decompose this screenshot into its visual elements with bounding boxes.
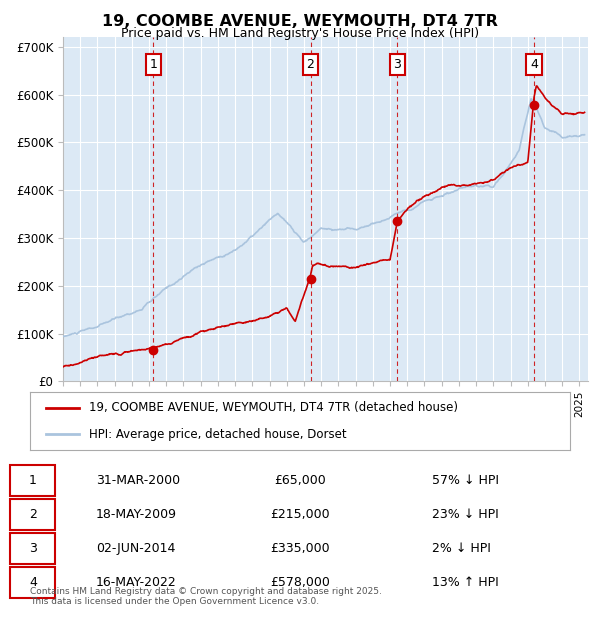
FancyBboxPatch shape bbox=[10, 533, 55, 564]
Text: 4: 4 bbox=[530, 58, 538, 71]
Text: £65,000: £65,000 bbox=[274, 474, 326, 487]
Text: Price paid vs. HM Land Registry's House Price Index (HPI): Price paid vs. HM Land Registry's House … bbox=[121, 27, 479, 40]
Text: Contains HM Land Registry data © Crown copyright and database right 2025.
This d: Contains HM Land Registry data © Crown c… bbox=[30, 587, 382, 606]
Text: 4: 4 bbox=[29, 576, 37, 589]
Text: 18-MAY-2009: 18-MAY-2009 bbox=[96, 508, 177, 521]
Text: 3: 3 bbox=[394, 58, 401, 71]
Text: HPI: Average price, detached house, Dorset: HPI: Average price, detached house, Dors… bbox=[89, 428, 347, 441]
Text: 31-MAR-2000: 31-MAR-2000 bbox=[96, 474, 180, 487]
Text: 13% ↑ HPI: 13% ↑ HPI bbox=[432, 576, 499, 589]
FancyBboxPatch shape bbox=[10, 464, 55, 496]
Text: 2: 2 bbox=[307, 58, 314, 71]
Text: 19, COOMBE AVENUE, WEYMOUTH, DT4 7TR (detached house): 19, COOMBE AVENUE, WEYMOUTH, DT4 7TR (de… bbox=[89, 401, 458, 414]
Text: £215,000: £215,000 bbox=[270, 508, 330, 521]
Text: 2% ↓ HPI: 2% ↓ HPI bbox=[432, 542, 491, 555]
Text: 57% ↓ HPI: 57% ↓ HPI bbox=[432, 474, 499, 487]
Text: £335,000: £335,000 bbox=[270, 542, 330, 555]
FancyBboxPatch shape bbox=[10, 498, 55, 530]
Text: 1: 1 bbox=[149, 58, 157, 71]
Text: 02-JUN-2014: 02-JUN-2014 bbox=[96, 542, 175, 555]
FancyBboxPatch shape bbox=[10, 567, 55, 598]
Text: 16-MAY-2022: 16-MAY-2022 bbox=[96, 576, 177, 589]
Text: 19, COOMBE AVENUE, WEYMOUTH, DT4 7TR: 19, COOMBE AVENUE, WEYMOUTH, DT4 7TR bbox=[102, 14, 498, 29]
Text: 23% ↓ HPI: 23% ↓ HPI bbox=[432, 508, 499, 521]
Text: 1: 1 bbox=[29, 474, 37, 487]
Text: £578,000: £578,000 bbox=[270, 576, 330, 589]
Text: 3: 3 bbox=[29, 542, 37, 555]
Text: 2: 2 bbox=[29, 508, 37, 521]
